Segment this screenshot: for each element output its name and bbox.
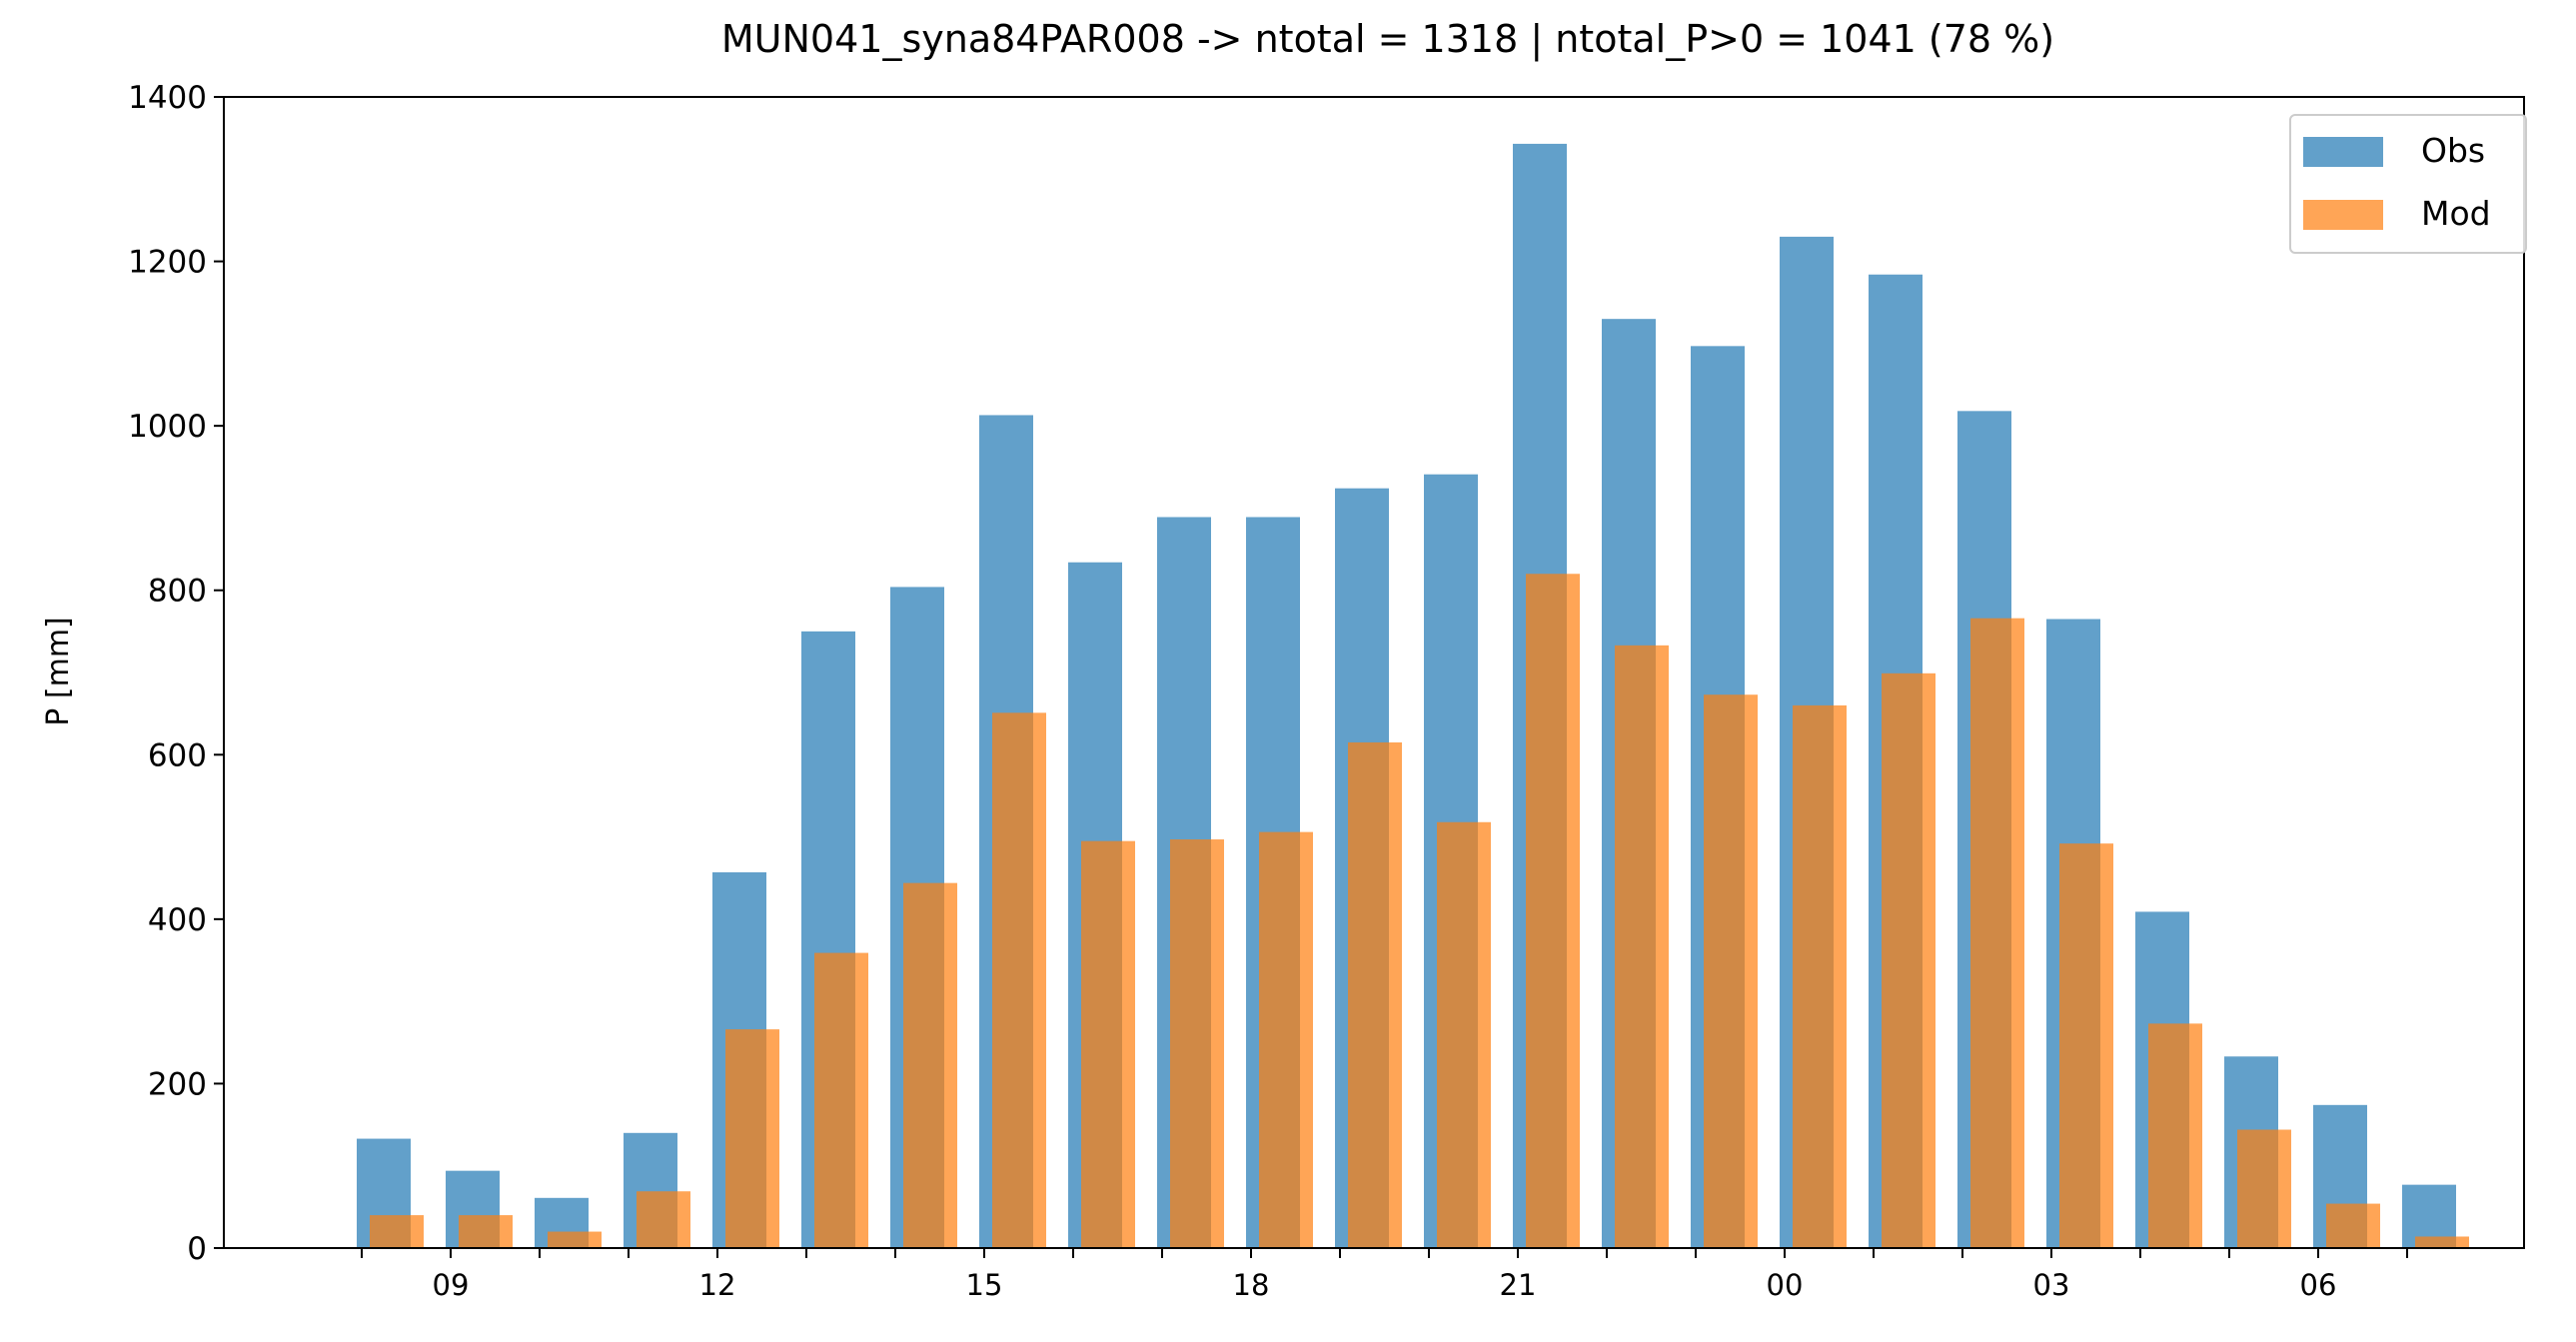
bar-mod-06 xyxy=(2326,1203,2380,1248)
bar-mod-21 xyxy=(1526,574,1580,1248)
bar-mod-00 xyxy=(1793,704,1847,1248)
y-tick-label-1000: 1000 xyxy=(128,409,207,445)
y-axis-label: P [mm] xyxy=(41,617,76,725)
bar-mod-01 xyxy=(1882,672,1935,1248)
bar-mod-22 xyxy=(1615,645,1669,1248)
bar-mod-10 xyxy=(548,1231,602,1248)
bar-mod-19 xyxy=(1348,741,1402,1248)
y-tick-label-600: 600 xyxy=(148,737,207,773)
x-tick-label-06: 06 xyxy=(2300,1268,2337,1302)
legend-swatch-mod xyxy=(2303,200,2383,230)
y-axis: 0 200 400 600 800 1000 1200 1400 xyxy=(128,80,224,1267)
y-tick-label-1400: 1400 xyxy=(128,80,207,116)
legend-swatch-obs xyxy=(2303,137,2383,167)
y-tick-label-1200: 1200 xyxy=(128,245,207,281)
bar-mod-18 xyxy=(1259,831,1313,1248)
legend-label-obs: Obs xyxy=(2421,131,2485,170)
bar-mod-15 xyxy=(992,712,1046,1248)
x-axis: 09 12 15 18 21 00 03 06 xyxy=(361,1248,2408,1302)
bar-mod-17 xyxy=(1170,839,1224,1248)
bar-mod-08 xyxy=(370,1215,424,1248)
x-tick-label-09: 09 xyxy=(433,1268,470,1302)
bar-mod-12 xyxy=(725,1029,779,1248)
bar-mod-11 xyxy=(637,1191,690,1248)
y-tick-label-400: 400 xyxy=(148,902,207,938)
chart-title: MUN041_syna84PAR008 -> ntotal = 1318 | n… xyxy=(721,17,2054,62)
x-tick-label-15: 15 xyxy=(966,1268,1003,1302)
x-tick-label-03: 03 xyxy=(2033,1268,2070,1302)
bars-group xyxy=(357,143,2469,1249)
y-tick-label-0: 0 xyxy=(187,1231,207,1267)
x-tick-label-21: 21 xyxy=(1500,1268,1537,1302)
bar-mod-16 xyxy=(1081,840,1135,1248)
bar-mod-02 xyxy=(1970,618,2024,1248)
bar-mod-20 xyxy=(1437,821,1491,1248)
bar-mod-23 xyxy=(1704,694,1758,1248)
bar-mod-03 xyxy=(2059,843,2113,1248)
x-tick-label-12: 12 xyxy=(699,1268,736,1302)
legend-label-mod: Mod xyxy=(2421,194,2491,233)
bar-mod-04 xyxy=(2148,1023,2202,1248)
bar-mod-05 xyxy=(2237,1129,2291,1248)
bar-mod-09 xyxy=(459,1215,513,1248)
bar-mod-14 xyxy=(903,882,957,1248)
x-tick-label-00: 00 xyxy=(1767,1268,1804,1302)
bar-mod-07 xyxy=(2415,1236,2469,1248)
legend: Obs Mod xyxy=(2289,114,2527,254)
bar-mod-13 xyxy=(814,952,868,1248)
y-tick-label-800: 800 xyxy=(148,574,207,610)
plot-frame xyxy=(223,96,2525,1249)
x-tick-label-18: 18 xyxy=(1233,1268,1270,1302)
y-tick-label-200: 200 xyxy=(148,1066,207,1102)
